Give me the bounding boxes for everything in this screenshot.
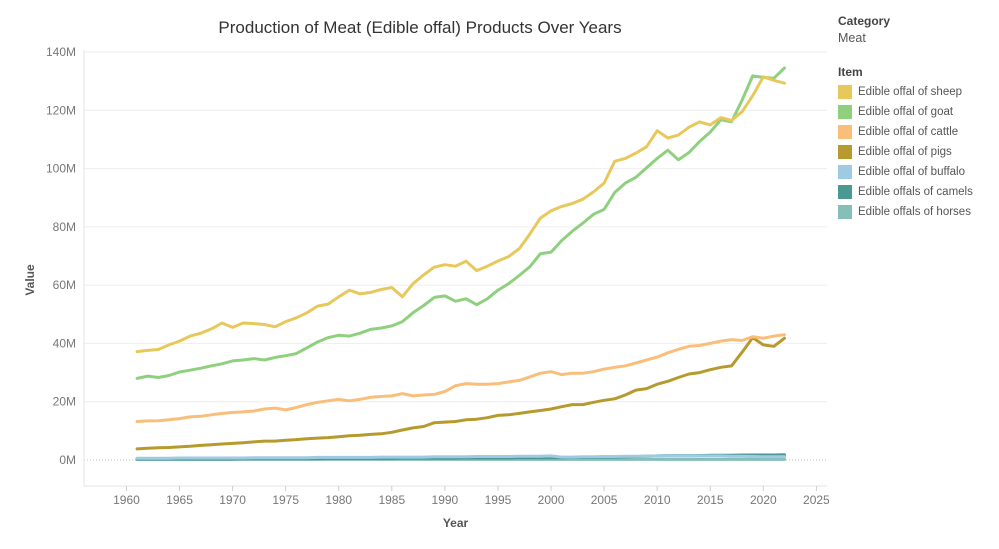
legend-item[interactable]: Edible offal of sheep [838,82,998,102]
x-tick-label: 2005 [591,493,618,507]
y-tick-label: 100M [46,162,76,176]
category-value[interactable]: Meat [838,31,866,45]
legend-label: Edible offal of sheep [858,86,963,98]
x-tick-label: 1960 [113,493,140,507]
legend-label: Edible offal of buffalo [858,166,965,178]
legend-swatch [838,185,852,199]
legend: Category Meat Item Edible offal of sheep… [838,14,998,222]
legend-swatch [838,165,852,179]
y-tick-label: 140M [46,45,76,59]
y-axis-title: Value [23,264,37,296]
item-heading: Item [838,65,863,79]
y-tick-label: 60M [53,278,76,292]
x-tick-label: 2015 [697,493,724,507]
legend-item[interactable]: Edible offal of pigs [838,142,998,162]
x-tick-label: 1970 [219,493,246,507]
legend-label: Edible offal of cattle [858,126,959,138]
x-tick-label: 1995 [485,493,512,507]
category-heading: Category [838,14,891,28]
legend-item[interactable]: Edible offal of goat [838,102,998,122]
legend-label: Edible offals of camels [858,186,973,198]
line-chart: 0M 20M 40M 60M 80M 100M 120M 140M 1960 1965 1970 19… [23,45,830,530]
x-tick-label: 1985 [378,493,405,507]
series-line-edible-offal-of-sheep [135,75,786,354]
series-line-edible-offal-of-cattle [135,333,786,423]
y-tick-label: 20M [53,395,76,409]
x-tick-label: 2000 [538,493,565,507]
series-line-edible-offal-of-pigs [135,336,786,451]
legend-item[interactable]: Edible offal of buffalo [838,162,998,182]
y-tick-label: 80M [53,220,76,234]
x-axis-title: Year [443,516,469,530]
legend-label: Edible offals of horses [858,206,971,218]
legend-label: Edible offal of goat [858,106,954,118]
x-tick-label: 1965 [166,493,193,507]
x-tick-label: 2025 [803,493,830,507]
legend-item[interactable]: Edible offals of camels [838,182,998,202]
legend-swatch [838,105,852,119]
legend-label: Edible offal of pigs [858,146,952,158]
series-line-edible-offal-of-buffalo [135,454,786,460]
y-tick-label: 0M [59,453,76,467]
legend-swatch [838,85,852,99]
x-tick-label: 1990 [432,493,459,507]
legend-item[interactable]: Edible offal of cattle [838,122,998,142]
x-tick-label: 1975 [272,493,299,507]
legend-item[interactable]: Edible offals of horses [838,202,998,222]
legend-swatch [838,145,852,159]
legend-swatch [838,125,852,139]
chart-title: Production of Meat (Edible offal) Produc… [218,18,622,37]
legend-swatch [838,205,852,219]
y-tick-label: 120M [46,103,76,117]
x-tick-label: 1980 [325,493,352,507]
y-tick-label: 40M [53,336,76,350]
x-tick-label: 2020 [750,493,777,507]
legend-items: Edible offal of sheep Edible offal of goa… [838,82,998,222]
series-line-edible-offal-of-goat [135,66,786,380]
x-tick-label: 2010 [644,493,671,507]
